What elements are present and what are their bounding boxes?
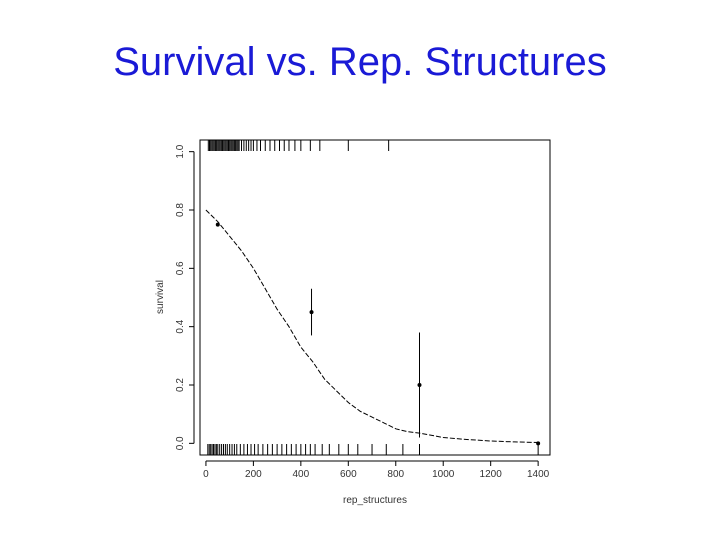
data-point bbox=[536, 441, 541, 446]
y-axis-label: survival bbox=[155, 280, 166, 314]
x-axis-label: rep_structures bbox=[343, 495, 407, 506]
data-point bbox=[417, 383, 422, 387]
y-tick-label: 1.0 bbox=[175, 144, 186, 158]
x-tick-label: 1200 bbox=[480, 469, 503, 480]
rug-bottom bbox=[207, 444, 539, 455]
slide-title: Survival vs. Rep. Structures bbox=[113, 40, 607, 84]
plot-frame bbox=[199, 139, 551, 456]
y-tick-label: 0.6 bbox=[175, 261, 186, 275]
y-tick-label: 0.2 bbox=[175, 378, 186, 392]
x-tick-label: 800 bbox=[387, 469, 404, 480]
x-tick-label: 1400 bbox=[527, 469, 550, 480]
y-tick-label: 0.0 bbox=[175, 436, 186, 450]
x-tick-label: 1000 bbox=[432, 469, 455, 480]
x-axis: 0 200 400 600 800 1000 1200 1400 bbox=[203, 460, 550, 480]
x-tick-label: 0 bbox=[203, 469, 209, 480]
rug-top bbox=[207, 140, 390, 151]
x-tick-label: 600 bbox=[340, 469, 357, 480]
data-point bbox=[309, 310, 314, 315]
y-tick-label: 0.8 bbox=[175, 203, 186, 217]
x-tick-label: 400 bbox=[293, 469, 310, 480]
y-tick-label: 0.4 bbox=[175, 319, 186, 333]
x-tick-label: 200 bbox=[245, 469, 262, 480]
fitted-curve bbox=[205, 209, 539, 443]
y-axis: 0.0 0.2 0.4 0.6 0.8 1.0 bbox=[175, 144, 195, 450]
data-points bbox=[215, 222, 541, 446]
data-point bbox=[215, 222, 220, 227]
